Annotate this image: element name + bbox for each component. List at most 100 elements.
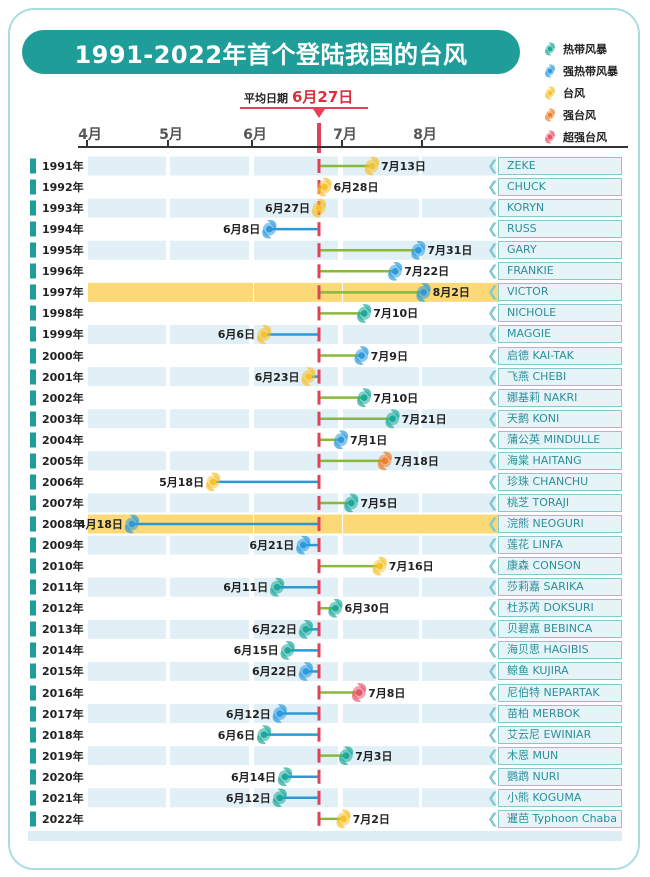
row-band [422, 451, 496, 471]
typhoon-name: 暹芭 Typhoon Chaba [498, 809, 622, 828]
name-tag-chevron-icon: ❮ [487, 684, 499, 701]
row-band [170, 409, 249, 429]
row-band [254, 746, 338, 766]
average-marker [317, 748, 321, 763]
year-marker [30, 537, 36, 553]
row-band [422, 493, 496, 513]
typhoon-icon [262, 219, 277, 239]
average-marker [317, 285, 321, 300]
average-marker [317, 369, 321, 384]
year-label: 1997年 [42, 286, 84, 300]
average-marker [317, 411, 321, 426]
average-pointer-icon [313, 109, 325, 118]
row-band [422, 324, 496, 344]
name-tag-chevron-icon: ❮ [487, 284, 499, 301]
typhoon-name: NICHOLE [498, 304, 622, 323]
date-label: 4月18日 [77, 518, 123, 532]
legend-label: 台风 [563, 87, 585, 100]
name-tag-chevron-icon: ❮ [487, 768, 499, 785]
typhoon-icon [411, 240, 426, 260]
name-tag-chevron-icon: ❮ [487, 600, 499, 617]
typhoon-name: KORYN [498, 199, 622, 218]
date-label: 6月11日 [223, 581, 269, 595]
year-label: 2015年 [42, 665, 84, 679]
average-marker [317, 453, 321, 468]
row-band [422, 156, 496, 176]
typhoon-name: 小熊 KOGUMA [498, 788, 622, 807]
year-label: 2011年 [42, 581, 84, 595]
typhoon-icon [385, 409, 400, 429]
row-band [422, 746, 496, 766]
row-band [343, 577, 419, 597]
row-band [88, 282, 170, 302]
typhoon-name: FRANKIE [498, 262, 622, 281]
row-band [422, 240, 496, 260]
date-label: 6月8日 [223, 223, 261, 237]
typhoon-name: 尼伯特 NEPARTAK [498, 683, 622, 702]
typhoon-name: 鹦鹉 NURI [498, 767, 622, 786]
typhoon-icon [296, 535, 311, 555]
legend-label: 超强台风 [563, 131, 607, 144]
date-label: 7月5日 [360, 496, 398, 510]
chart-title: 1991-2022年首个登陆我国的台风 [22, 30, 520, 74]
row-band [88, 577, 166, 597]
year-label: 2020年 [42, 770, 84, 784]
typhoon-icon [272, 704, 287, 723]
year-marker [30, 663, 36, 679]
year-marker [30, 811, 36, 827]
year-label: 2019年 [42, 749, 84, 763]
average-marker [317, 559, 321, 574]
year-label: 2010年 [42, 560, 84, 574]
typhoon-icon [545, 64, 555, 78]
row-band [254, 451, 338, 471]
name-tag-chevron-icon: ❮ [487, 305, 499, 322]
average-marker [317, 222, 321, 237]
name-tag-chevron-icon: ❮ [487, 368, 499, 385]
year-marker [30, 453, 36, 469]
row-band [254, 367, 338, 387]
date-label: 6月6日 [217, 728, 256, 742]
year-marker [30, 242, 36, 258]
legend-label: 热带风暴 [563, 43, 607, 56]
row-band [170, 577, 249, 597]
date-label: 6月6日 [217, 328, 256, 342]
year-label: 2002年 [42, 391, 84, 405]
typhoon-icon [351, 683, 367, 702]
row-band [170, 619, 249, 639]
year-marker [30, 706, 36, 722]
row-band [343, 514, 423, 534]
average-label-text: 平均日期 [244, 92, 288, 105]
typhoon-icon [333, 430, 349, 450]
average-marker [317, 432, 321, 447]
name-tag-chevron-icon: ❮ [487, 158, 499, 174]
date-label: 7月8日 [368, 686, 406, 700]
name-tag-chevron-icon: ❮ [487, 789, 499, 806]
year-marker [30, 474, 36, 490]
name-tag-chevron-icon: ❮ [487, 621, 499, 638]
typhoon-name: VICTOR [498, 283, 622, 302]
row-band [88, 156, 166, 176]
typhoon-name: ZEKE [498, 157, 622, 175]
typhoon-icon [339, 746, 354, 766]
row-band [88, 409, 166, 429]
year-marker [30, 432, 36, 448]
average-marker [317, 159, 321, 173]
name-tag-chevron-icon: ❮ [487, 663, 499, 680]
year-marker [30, 748, 36, 764]
year-label: 2005年 [42, 454, 84, 468]
row-band [343, 746, 419, 766]
year-label: 2021年 [42, 791, 84, 805]
date-label: 6月14日 [231, 770, 276, 784]
row-band [170, 240, 249, 260]
x-tick [421, 140, 423, 147]
typhoon-icon [301, 367, 316, 386]
year-label: 2006年 [42, 475, 84, 489]
name-tag-chevron-icon: ❮ [487, 642, 499, 659]
average-axis-marker [317, 123, 321, 153]
row-band [170, 746, 249, 766]
year-marker [30, 579, 36, 595]
date-label: 7月31日 [427, 244, 473, 258]
x-tick [86, 140, 88, 147]
legend: 热带风暴 强热带风暴 台风 强台风 超强台风 [543, 38, 618, 148]
